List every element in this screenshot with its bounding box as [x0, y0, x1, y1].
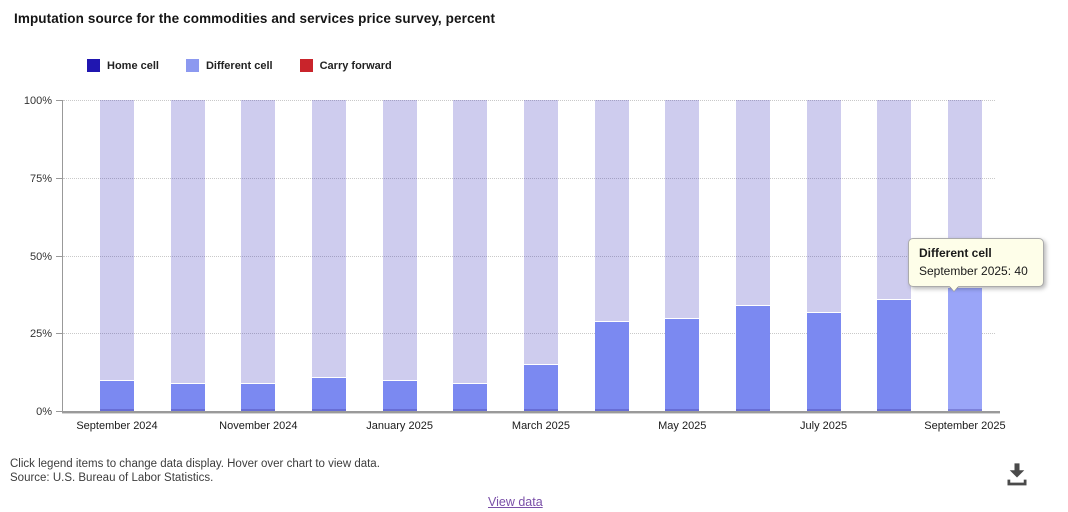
segment-different-cell	[594, 320, 629, 412]
home-cell-swatch-icon	[87, 59, 100, 72]
chart-instructions: Click legend items to change data displa…	[10, 458, 380, 470]
segment-different-cell	[382, 379, 417, 412]
bar-april-2025[interactable]	[594, 100, 629, 412]
segment-different-cell	[241, 383, 276, 411]
segment-home-cell	[735, 100, 770, 306]
x-axis-label: November 2024	[219, 420, 298, 432]
segment-home-cell	[523, 100, 558, 365]
y-axis-tick	[56, 333, 62, 335]
x-axis-label: March 2025	[511, 420, 570, 432]
view-data-link[interactable]: View data	[488, 495, 543, 509]
page-title: Imputation source for the commodities an…	[14, 11, 496, 26]
bar-may-2025[interactable]	[665, 100, 700, 412]
segment-home-cell	[382, 100, 417, 380]
y-axis-label: 0%	[36, 406, 52, 418]
bar-september-2024[interactable]	[100, 100, 134, 412]
bar-october-2024[interactable]	[170, 100, 205, 411]
y-axis-label: 100%	[23, 95, 52, 108]
bar-march-2025[interactable]	[523, 100, 558, 411]
legend-label-different-cell: Different cell	[205, 59, 273, 72]
segment-different-cell	[877, 299, 912, 411]
download-button[interactable]	[1001, 459, 1033, 491]
x-axis-label: September 2025	[924, 420, 1006, 432]
carry-forward-swatch-icon	[299, 59, 313, 72]
segment-home-cell	[241, 100, 276, 384]
segment-different-cell	[311, 376, 346, 412]
segment-different-cell	[100, 379, 134, 412]
legend-item-home-cell[interactable]: Home cell	[87, 59, 159, 72]
segment-home-cell	[100, 100, 134, 380]
gridline	[63, 177, 995, 179]
x-axis-label: May 2025	[658, 420, 707, 432]
x-axis-line	[62, 411, 1000, 414]
segment-different-cell	[523, 364, 558, 411]
segment-home-cell	[311, 100, 346, 377]
bar-august-2025[interactable]	[877, 100, 912, 411]
gridline	[63, 100, 995, 102]
segment-different-cell	[665, 317, 700, 412]
y-axis-label: 50%	[29, 250, 52, 263]
bar-november-2024[interactable]	[241, 100, 276, 411]
y-axis-tick	[56, 255, 62, 257]
bar-july-2025[interactable]	[806, 100, 841, 412]
y-axis-line	[62, 100, 63, 413]
legend-item-carry-forward[interactable]: Carry forward	[299, 59, 392, 72]
gridline	[63, 255, 995, 257]
bar-june-2025[interactable]	[735, 100, 770, 411]
y-axis-tick	[56, 411, 62, 412]
y-axis-tick	[56, 100, 62, 102]
different-cell-swatch-icon	[185, 59, 199, 72]
y-axis-tick	[56, 177, 62, 179]
segment-different-cell	[170, 383, 205, 411]
legend-label-home-cell: Home cell	[107, 59, 159, 72]
segment-home-cell	[877, 100, 912, 300]
segment-home-cell	[665, 100, 700, 318]
segment-different-cell	[453, 383, 488, 411]
segment-home-cell	[170, 100, 205, 384]
bar-december-2024[interactable]	[311, 100, 346, 412]
x-axis-label: September 2024	[76, 420, 158, 432]
source-attribution: Source: U.S. Bureau of Labor Statistics.	[10, 472, 214, 484]
x-axis-label: July 2025	[800, 420, 848, 432]
bar-january-2025[interactable]	[382, 100, 417, 412]
segment-different-cell	[735, 305, 770, 411]
segment-different-cell	[947, 286, 982, 412]
x-axis-label: January 2025	[366, 420, 433, 432]
tooltip-arrow	[947, 283, 961, 291]
segment-home-cell	[453, 100, 488, 384]
segment-home-cell	[806, 100, 841, 312]
tooltip-value: September 2025: 40	[919, 264, 1028, 278]
segment-home-cell	[594, 100, 629, 321]
legend-item-different-cell[interactable]: Different cell	[185, 59, 273, 72]
bar-february-2025[interactable]	[453, 100, 488, 411]
hover-tooltip: Different cell September 2025: 40	[908, 238, 1044, 287]
y-axis-label: 25%	[29, 328, 52, 341]
legend: Home cell Different cell Carry forward	[87, 59, 392, 72]
tooltip-series-name: Different cell	[919, 246, 992, 260]
y-axis-label: 75%	[29, 172, 52, 185]
download-icon	[1007, 463, 1027, 486]
legend-label-carry-forward: Carry forward	[319, 59, 392, 72]
gridline	[63, 333, 995, 335]
segment-different-cell	[806, 311, 841, 412]
